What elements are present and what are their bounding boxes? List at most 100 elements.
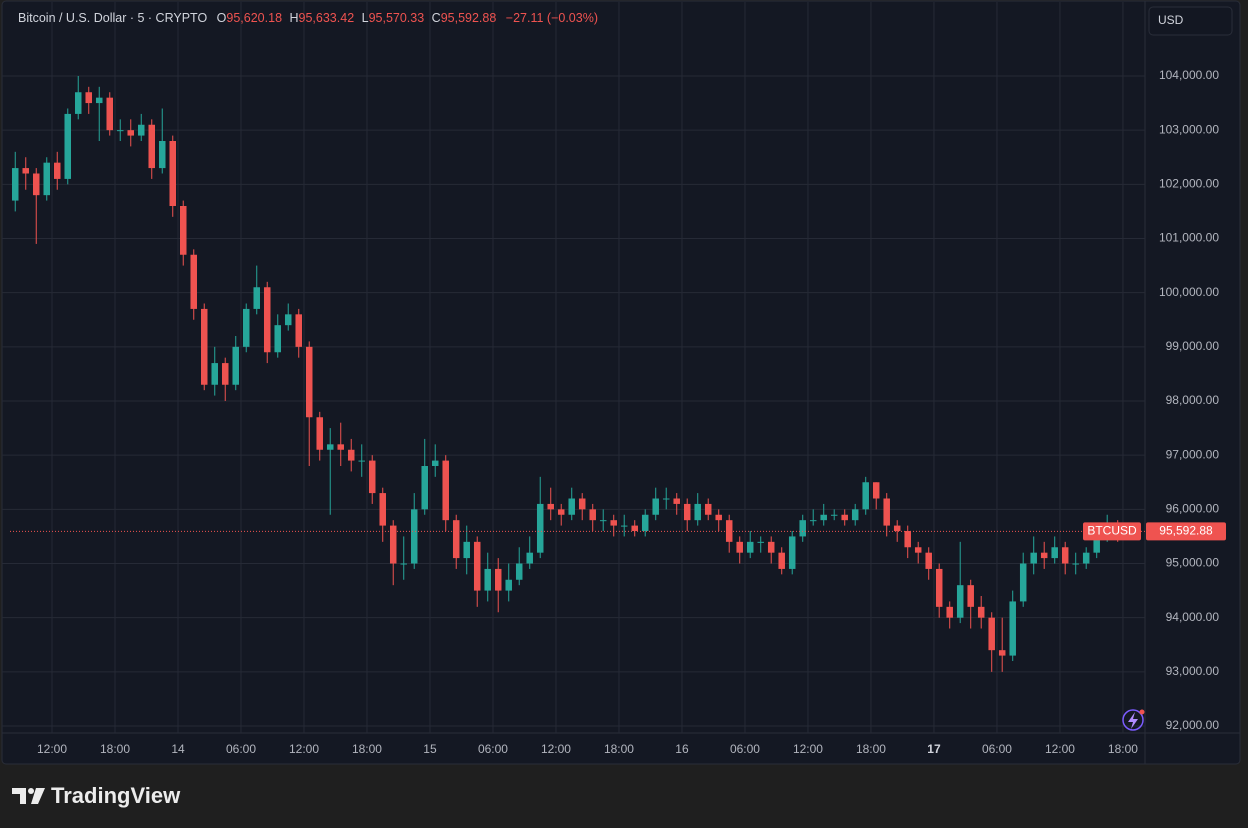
legend-header: Bitcoin / U.S. Dollar · 5 · CRYPTO O95,6… <box>18 11 598 25</box>
candle-body <box>1009 601 1016 656</box>
candle-body <box>641 514 649 532</box>
candle-body <box>22 168 30 174</box>
candle-body <box>169 140 176 206</box>
x-tick-label: 06:00 <box>730 742 760 756</box>
candle-body <box>200 308 208 385</box>
y-tick-label: 98,000.00 <box>1166 393 1220 407</box>
candle-body <box>809 520 817 522</box>
brand-logo <box>12 788 45 804</box>
candle-body <box>526 552 533 564</box>
candle-body <box>715 514 722 521</box>
candle-body <box>179 205 187 255</box>
x-tick-label: 06:00 <box>478 742 508 756</box>
candle-body <box>263 287 271 353</box>
bolt-ring <box>1122 709 1144 731</box>
candle-body <box>851 509 859 521</box>
change: −27.11 (−0.03%) <box>506 11 598 25</box>
y-tick-label: 99,000.00 <box>1166 339 1220 353</box>
candle-body <box>599 520 607 522</box>
candle-body <box>536 503 544 553</box>
currency-button[interactable] <box>1148 6 1233 36</box>
x-tick-label: 17 <box>927 742 941 756</box>
candle-body <box>211 363 218 385</box>
candle-body <box>74 92 82 114</box>
candle-body <box>946 606 953 618</box>
candle-body <box>1072 563 1079 565</box>
logo-dot <box>28 788 34 794</box>
candle-body <box>967 585 974 607</box>
y-tick-label: 93,000.00 <box>1166 664 1220 678</box>
candle-body <box>347 449 355 461</box>
candle-body <box>494 568 502 591</box>
ohlc-value: 95,620.18 <box>226 11 282 25</box>
y-tick-label: 104,000.00 <box>1159 68 1219 82</box>
candle-body <box>914 547 922 553</box>
candle-body <box>85 92 93 104</box>
candle-body <box>704 503 712 515</box>
y-tick-label: 94,000.00 <box>1166 610 1220 624</box>
candle-body <box>1093 536 1100 553</box>
candle-body <box>673 498 680 504</box>
candle-body <box>137 124 145 136</box>
grid: 92,000.00 93,000.00 94,000.00 95,000.00 96,0… <box>2 2 1219 756</box>
candle-body <box>998 650 1006 656</box>
candle-body <box>788 536 796 569</box>
candle-body <box>683 503 691 521</box>
candle-body <box>242 308 250 347</box>
candle-body <box>830 514 838 516</box>
candle-body <box>925 552 932 569</box>
ohlc-value: 95,633.42 <box>299 11 355 25</box>
candle-body <box>757 541 764 543</box>
candle-body <box>389 525 397 564</box>
candle-body <box>473 541 481 591</box>
candle-body <box>610 520 617 526</box>
candle-body <box>253 287 260 309</box>
candle-body <box>694 503 701 521</box>
candle-body <box>872 482 880 499</box>
candle-body <box>1040 552 1048 559</box>
candle-body <box>746 541 754 553</box>
candle-body <box>820 514 827 521</box>
candle-body <box>1082 552 1090 564</box>
currency-label[interactable]: USD <box>1158 13 1184 27</box>
candle-body <box>893 525 901 532</box>
candle-body <box>284 314 292 326</box>
candle-body <box>410 509 418 564</box>
candle-body <box>652 498 659 515</box>
candle-body <box>53 162 61 179</box>
candle-body <box>589 509 596 521</box>
last-price-label: 95,592.88 <box>1159 524 1213 538</box>
candle-body <box>862 482 869 510</box>
candle-body <box>452 520 460 559</box>
candle-body <box>379 493 386 526</box>
candle-body <box>736 541 743 553</box>
x-tick-label: 14 <box>171 742 185 756</box>
candle-body <box>442 460 449 521</box>
y-tick-label: 100,000.00 <box>1159 285 1219 299</box>
x-tick-label: 15 <box>423 742 437 756</box>
bolt-icon[interactable] <box>1122 709 1145 731</box>
x-tick-label: 18:00 <box>1108 742 1138 756</box>
chart-panel <box>1 0 1241 765</box>
candle-body <box>904 531 911 548</box>
candle-body <box>148 124 155 169</box>
candle-body <box>368 460 376 494</box>
candle-body <box>631 525 638 532</box>
x-tick-label: 18:00 <box>604 742 634 756</box>
candle-body <box>43 162 51 196</box>
x-tick-label: 12:00 <box>289 742 319 756</box>
candle-body <box>106 97 114 131</box>
candle-body <box>988 617 995 651</box>
logo-slash <box>31 788 45 804</box>
bolt-dot <box>1139 709 1145 715</box>
candles <box>11 75 1121 672</box>
candle-body <box>463 541 470 559</box>
x-tick-label: 18:00 <box>100 742 130 756</box>
x-tick-label: 18:00 <box>352 742 382 756</box>
x-tick-label: 16 <box>675 742 689 756</box>
candle-body <box>620 525 628 527</box>
ohlc-value: 95,570.33 <box>369 11 425 25</box>
candle-body <box>431 460 439 467</box>
x-tick-label: 18:00 <box>856 742 886 756</box>
symbol-tag: BTCUSD <box>1087 524 1137 538</box>
